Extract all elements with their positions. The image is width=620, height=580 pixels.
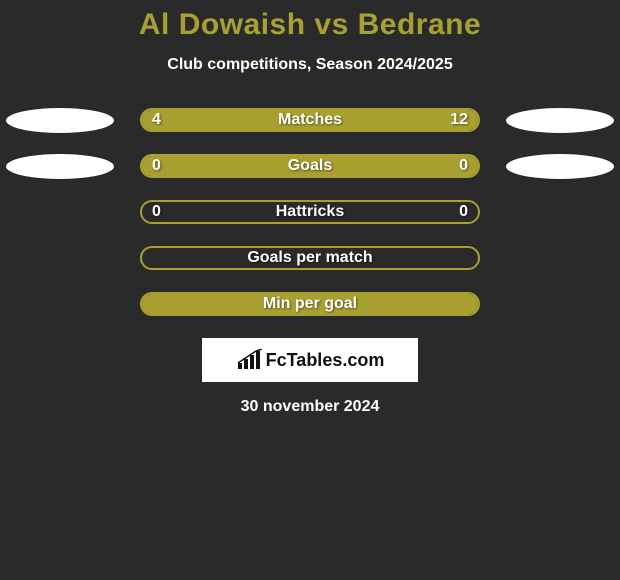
comparison-card: Al Dowaish vs Bedrane Club competitions,…: [0, 0, 620, 416]
logo-box[interactable]: FcTables.com: [202, 338, 418, 382]
stat-value-right: 12: [450, 110, 468, 130]
stat-row: Min per goal: [0, 292, 620, 316]
bars-container: 4Matches120Goals00Hattricks0Goals per ma…: [0, 108, 620, 316]
stat-bar: 0Goals0: [140, 154, 480, 178]
stat-label: Min per goal: [142, 294, 478, 314]
page-subtitle: Club competitions, Season 2024/2025: [0, 56, 620, 74]
stat-value-right: 0: [459, 156, 468, 176]
stat-row: 0Goals0: [0, 154, 620, 178]
stat-bar: 4Matches12: [140, 108, 480, 132]
logo: FcTables.com: [236, 349, 385, 371]
stat-value-right: 0: [459, 202, 468, 222]
logo-text: FcTables.com: [266, 350, 385, 371]
stat-bar: Goals per match: [140, 246, 480, 270]
spacer: [6, 292, 114, 317]
stat-row: Goals per match: [0, 246, 620, 270]
player-left-marker: [6, 154, 114, 179]
spacer: [506, 246, 614, 271]
spacer: [6, 246, 114, 271]
player-left-marker: [6, 108, 114, 133]
stat-bar: 0Hattricks0: [140, 200, 480, 224]
bar-chart-icon: [236, 349, 264, 371]
page-title: Al Dowaish vs Bedrane: [0, 8, 620, 42]
player-right-marker: [506, 108, 614, 133]
stat-label: Goals per match: [142, 248, 478, 268]
stat-label: Matches: [142, 110, 478, 130]
stat-bar: Min per goal: [140, 292, 480, 316]
stat-label: Goals: [142, 156, 478, 176]
stat-row: 0Hattricks0: [0, 200, 620, 224]
spacer: [506, 200, 614, 225]
player-right-marker: [506, 154, 614, 179]
stat-label: Hattricks: [142, 202, 478, 222]
date-label: 30 november 2024: [0, 398, 620, 416]
spacer: [6, 200, 114, 225]
spacer: [506, 292, 614, 317]
stat-row: 4Matches12: [0, 108, 620, 132]
